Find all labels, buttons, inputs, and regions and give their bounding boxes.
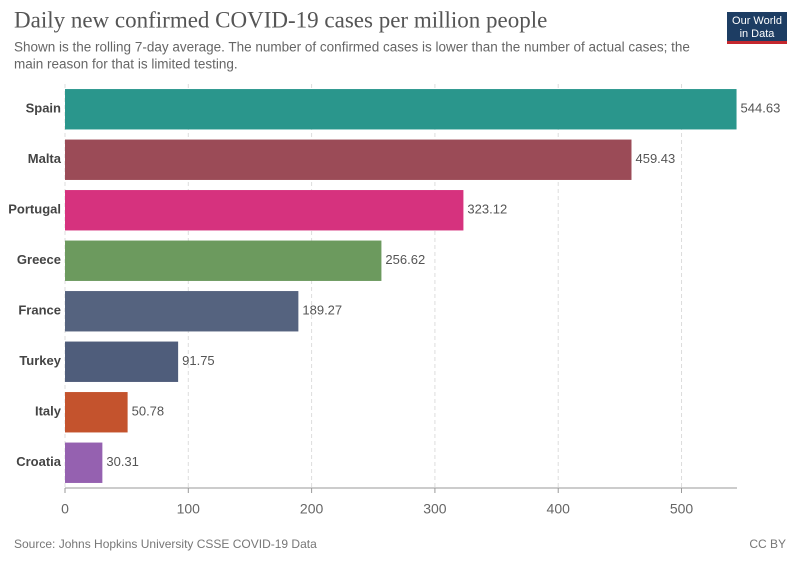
value-label: 30.31 <box>106 454 139 469</box>
value-label: 189.27 <box>302 303 342 318</box>
license: CC BY <box>749 537 786 551</box>
value-label: 91.75 <box>182 353 215 368</box>
y-tick-label: France <box>18 303 61 318</box>
value-label: 323.12 <box>467 202 507 217</box>
bar <box>65 139 632 180</box>
y-tick-label: Spain <box>26 101 61 116</box>
subtitle: Shown is the rolling 7-day average. The … <box>14 40 690 55</box>
x-tick-label: 300 <box>423 501 447 517</box>
value-label: 544.63 <box>741 101 781 116</box>
logo-text: Our World <box>732 15 782 27</box>
y-tick-label: Turkey <box>19 353 61 368</box>
logo-stripe <box>727 41 787 44</box>
x-tick-label: 0 <box>61 501 69 517</box>
bar <box>65 291 299 332</box>
y-tick-label: Croatia <box>16 454 62 469</box>
logo[interactable] <box>727 12 787 44</box>
x-tick-label: 200 <box>300 501 324 517</box>
y-tick-label: Italy <box>35 404 62 419</box>
bar <box>65 341 179 382</box>
bar <box>65 442 103 483</box>
x-tick-label: 500 <box>670 501 694 517</box>
value-label: 256.62 <box>385 252 425 267</box>
subtitle: main reason for that is limited testing. <box>14 57 238 72</box>
bar <box>65 190 464 231</box>
logo-text: in Data <box>740 28 776 40</box>
x-tick-label: 100 <box>177 501 201 517</box>
y-tick-label: Greece <box>17 252 61 267</box>
value-label: 50.78 <box>132 404 165 419</box>
y-tick-label: Portugal <box>8 202 61 217</box>
bar <box>65 89 737 130</box>
value-label: 459.43 <box>635 151 675 166</box>
bar <box>65 392 128 433</box>
chart-title: Daily new confirmed COVID-19 cases per m… <box>14 7 547 32</box>
x-tick-label: 400 <box>547 501 571 517</box>
source: Source: Johns Hopkins University CSSE CO… <box>14 537 317 551</box>
y-tick-label: Malta <box>28 151 62 166</box>
bar <box>65 240 382 281</box>
